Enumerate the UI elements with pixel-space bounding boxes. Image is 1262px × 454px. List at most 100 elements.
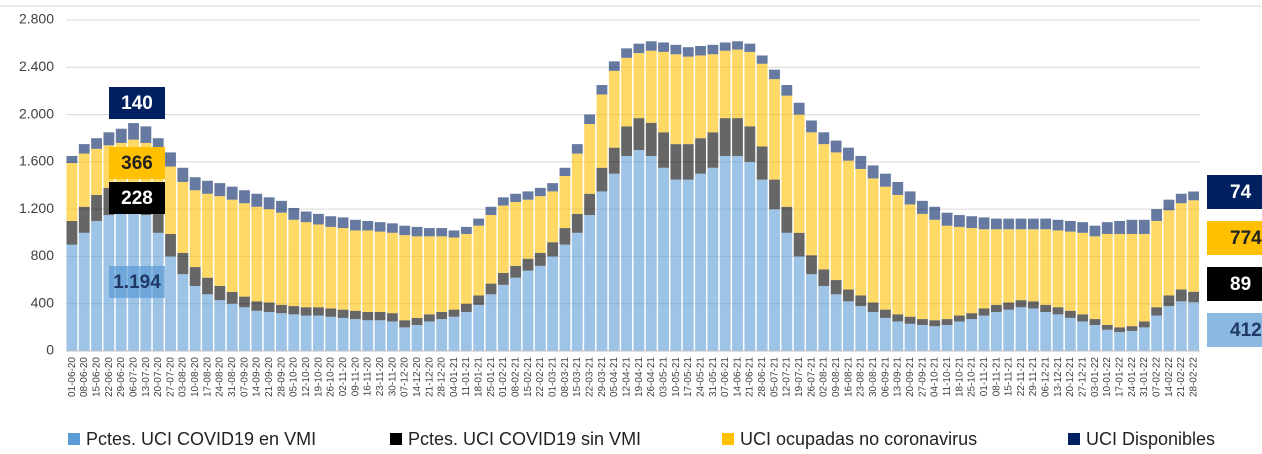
x-tick-label: 20-09-21	[905, 357, 916, 397]
bar-segment	[399, 225, 411, 236]
x-tick-label: 15-11-21	[1004, 357, 1015, 397]
bar-segment	[325, 216, 337, 227]
bar-segment	[966, 216, 978, 229]
bar-segment	[769, 179, 780, 210]
bar-segment	[670, 179, 682, 351]
bar-segment	[350, 319, 361, 351]
bar-segment	[695, 55, 706, 139]
bar-segment	[239, 203, 250, 297]
bar-segment	[239, 307, 250, 351]
bar-segment	[732, 155, 743, 351]
bar-segment	[953, 315, 965, 322]
bar-segment	[645, 50, 657, 123]
bar-segment	[990, 304, 1002, 312]
bar-segment	[300, 211, 312, 223]
bar-segment	[263, 302, 275, 312]
bar-segment	[288, 314, 300, 351]
x-tick-label: 13-12-21	[1053, 357, 1064, 397]
end-label: 774	[1230, 228, 1262, 249]
bar-segment	[1114, 220, 1126, 234]
bar-segment	[1077, 321, 1089, 351]
x-tick-label: 19-10-20	[313, 357, 324, 397]
bar-segment	[793, 114, 805, 233]
bar-segment	[769, 69, 780, 80]
bar-segment	[350, 219, 361, 231]
bar-segment	[744, 126, 756, 162]
bar-segment	[941, 225, 953, 320]
bar-segment	[251, 310, 263, 351]
bar-segment	[497, 284, 509, 351]
x-tick-label: 13-09-21	[893, 357, 904, 397]
bar-segment	[806, 274, 817, 351]
bar-segment	[880, 317, 891, 351]
bar-segment	[473, 225, 485, 296]
bar-segment	[990, 229, 1002, 305]
legend-label: Pctes. UCI COVID19 sin VMI	[408, 429, 641, 449]
bar-segment	[1040, 218, 1052, 230]
bar-segment	[744, 51, 756, 127]
bar-segment	[559, 244, 571, 351]
x-tick-label: 16-11-20	[363, 357, 374, 397]
bar-segment	[399, 235, 411, 321]
x-tick-label: 07-12-20	[400, 357, 411, 397]
bar-segment	[670, 144, 682, 180]
bar-segment	[559, 176, 571, 229]
x-tick-label: 28-06-21	[757, 357, 768, 397]
bar-segment	[1151, 307, 1163, 316]
bar-segment	[682, 144, 694, 180]
bar-segment	[584, 215, 596, 351]
bar-segment	[1151, 220, 1163, 308]
bar-segment	[1151, 209, 1163, 221]
bar-segment	[1077, 232, 1089, 315]
bar-segment	[1163, 210, 1175, 296]
bar-segment	[584, 124, 596, 194]
bar-segment	[769, 209, 780, 351]
x-tick-label: 23-08-21	[856, 357, 867, 397]
bar-segment	[830, 280, 842, 295]
x-tick-label: 18-01-21	[474, 357, 485, 397]
x-tick-label: 14-06-21	[732, 357, 743, 397]
bar-segment	[781, 232, 793, 351]
bar-segment	[66, 163, 78, 221]
x-tick-label: 24-01-22	[1127, 357, 1138, 397]
x-tick-label: 28-02-22	[1188, 357, 1199, 397]
bar-segment	[1175, 301, 1187, 351]
bar-segment	[645, 41, 657, 51]
bar-segment	[497, 272, 509, 285]
bar-segment	[115, 128, 127, 143]
bar-segment	[436, 319, 448, 351]
bar-segment	[744, 161, 756, 351]
bar-segment	[214, 183, 226, 197]
bar-segment	[473, 218, 485, 226]
bar-segment	[1003, 218, 1015, 230]
end-label: 412	[1230, 320, 1262, 341]
bar-segment	[1077, 314, 1089, 322]
bar-segment	[596, 167, 608, 192]
bar-segment	[1188, 302, 1199, 351]
x-tick-label: 22-11-21	[1016, 357, 1027, 397]
legend-swatch	[1068, 433, 1080, 445]
bar-segment	[756, 179, 768, 351]
x-tick-label: 30-08-21	[868, 357, 879, 397]
x-tick-label: 03-01-22	[1090, 357, 1101, 397]
bar-segment	[1163, 199, 1175, 211]
x-tick-label: 09-08-21	[831, 357, 842, 397]
end-label-box	[1207, 267, 1262, 301]
legend-swatch	[68, 433, 80, 445]
bar-segment	[559, 167, 571, 177]
bar-segment	[793, 102, 805, 115]
x-tick-label: 27-07-20	[165, 357, 176, 397]
y-tick-label: 0	[46, 342, 54, 358]
bar-segment	[288, 207, 300, 220]
bar-segment	[448, 230, 460, 238]
bar-segment	[990, 218, 1002, 230]
bar-segment	[830, 152, 842, 281]
bar-segment	[226, 303, 238, 351]
bar-segment	[978, 217, 990, 230]
bar-segment	[1064, 310, 1076, 318]
bar-segment	[1003, 302, 1015, 310]
bar-segment	[239, 190, 250, 204]
bar-segment	[633, 53, 645, 119]
bar-segment	[670, 44, 682, 55]
bar-segment	[707, 44, 719, 55]
